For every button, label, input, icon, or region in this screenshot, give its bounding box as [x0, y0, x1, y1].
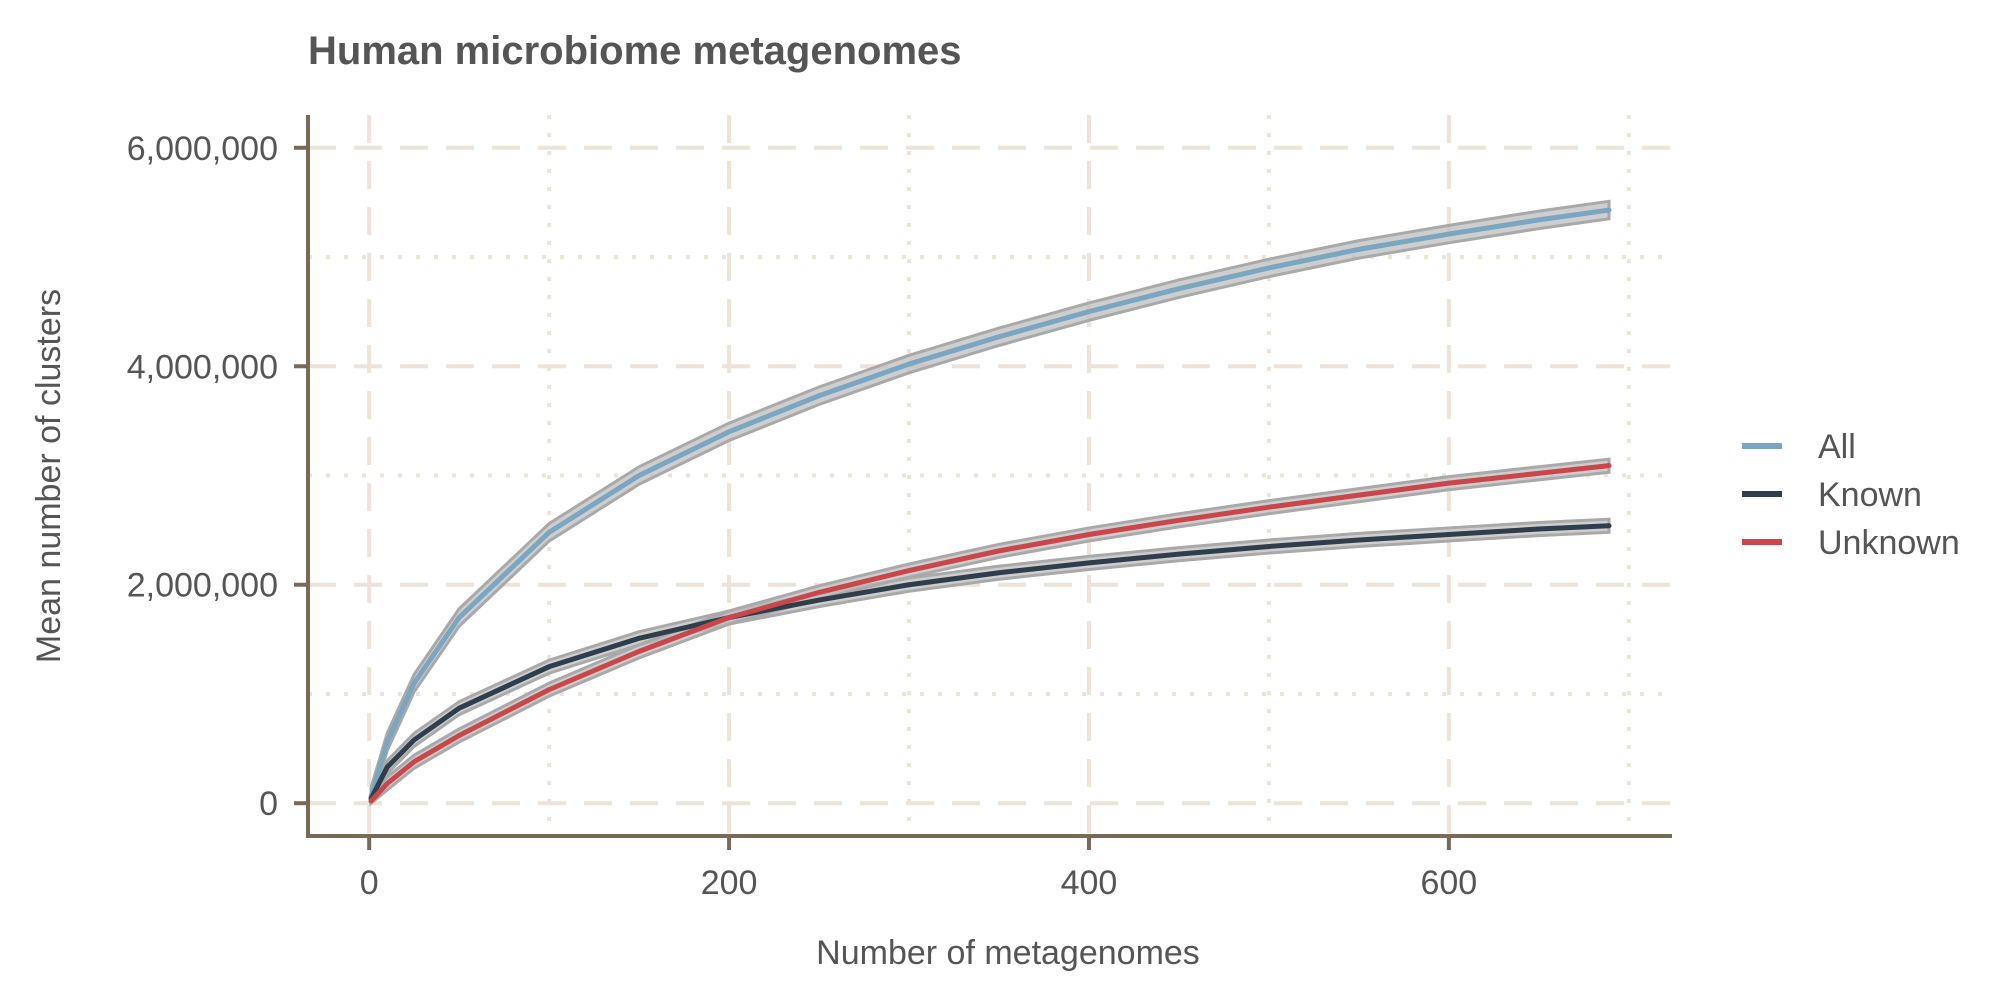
series-line-known: [368, 523, 1612, 802]
axis-ticks: 0 200 400 600 0 2,000,000 4,000,000 6,000,000: [127, 130, 1477, 902]
confidence-band-unknown: [369, 457, 1611, 807]
grid: [308, 115, 1672, 836]
legend: All Known Unknown: [1742, 428, 1960, 562]
series-line-all: [368, 207, 1612, 800]
y-axis-title: Mean number of clusters: [30, 289, 68, 663]
legend-label-unknown: Unknown: [1818, 524, 1960, 562]
confidence-bands: [369, 199, 1611, 807]
y-tick-label: 4,000,000: [127, 348, 278, 386]
x-tick-label: 400: [1061, 864, 1118, 902]
axes: [306, 115, 1672, 838]
confidence-band-known: [369, 517, 1611, 804]
x-tick-label: 200: [701, 864, 758, 902]
confidence-band-all: [369, 199, 1611, 804]
y-tick-label: 0: [259, 785, 278, 823]
legend-label-known: Known: [1818, 476, 1922, 514]
chart-title: Human microbiome metagenomes: [308, 29, 962, 73]
y-tick-label: 2,000,000: [127, 567, 278, 605]
x-axis-title: Number of metagenomes: [816, 934, 1200, 972]
series-line-unknown: [368, 463, 1612, 804]
x-tick-label: 0: [360, 864, 379, 902]
y-tick-label: 6,000,000: [127, 130, 278, 168]
x-tick-label: 600: [1420, 864, 1477, 902]
legend-label-all: All: [1818, 428, 1856, 466]
series-lines: [368, 207, 1612, 804]
